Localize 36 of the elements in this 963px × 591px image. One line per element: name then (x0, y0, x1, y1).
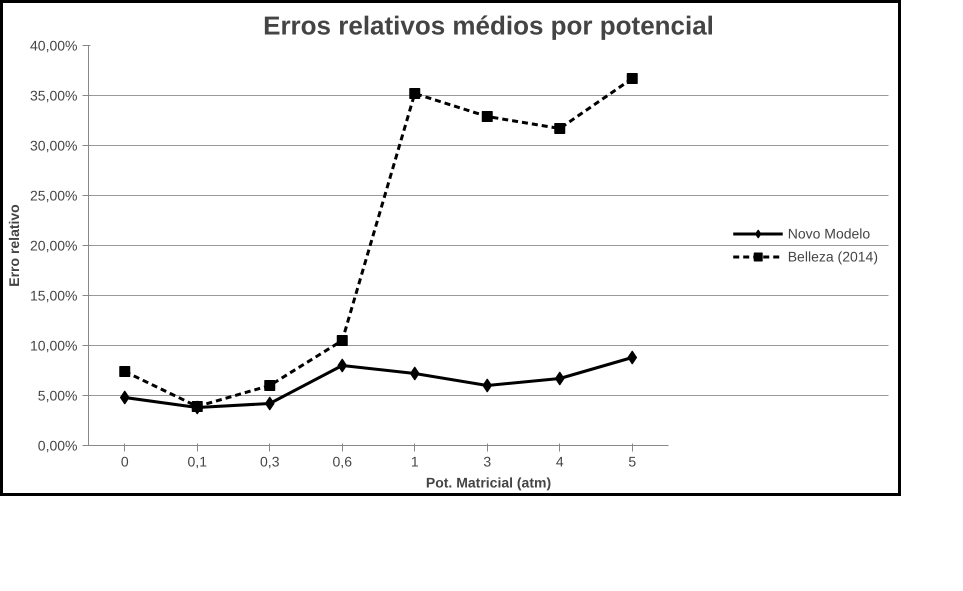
point (119, 366, 130, 377)
y-tick-label: 40,00% (30, 38, 78, 54)
y-tick-label: 0,00% (38, 438, 78, 454)
point (410, 366, 420, 380)
chart-title: Erros relativos médios por potencial (263, 10, 714, 40)
point (120, 390, 130, 404)
y-tick-label: 20,00% (30, 238, 78, 254)
point (627, 350, 638, 364)
y-tick-label: 25,00% (30, 188, 78, 204)
legend-label: Belleza (2014) (788, 248, 878, 264)
point (336, 335, 348, 346)
point (626, 73, 638, 84)
point (554, 123, 566, 134)
y-axis-title: Erro relativo (6, 204, 22, 287)
point (264, 380, 276, 391)
x-tick-label: 0,6 (332, 454, 352, 470)
x-tick-label: 0,1 (188, 454, 208, 470)
y-tick-label: 15,00% (30, 288, 78, 304)
point (482, 111, 493, 122)
x-tick-label: 5 (628, 454, 636, 470)
y-tick-label: 30,00% (30, 138, 78, 154)
point (482, 378, 492, 392)
y-tick-label: 5,00% (38, 388, 78, 404)
x-tick-label: 3 (483, 454, 492, 470)
point (409, 88, 420, 99)
x-tick-label: 0 (120, 454, 129, 470)
x-tick-label: 4 (556, 454, 564, 470)
point (337, 358, 348, 372)
point (264, 396, 275, 410)
point (554, 372, 565, 386)
x-axis-title: Pot. Matricial (atm) (426, 474, 552, 490)
x-tick-label: 1 (410, 454, 419, 470)
y-tick-label: 35,00% (30, 88, 78, 104)
y-tick-label: 10,00% (30, 338, 78, 354)
x-tick-label: 0,3 (260, 454, 280, 470)
legend-label: Novo Modelo (788, 226, 870, 242)
